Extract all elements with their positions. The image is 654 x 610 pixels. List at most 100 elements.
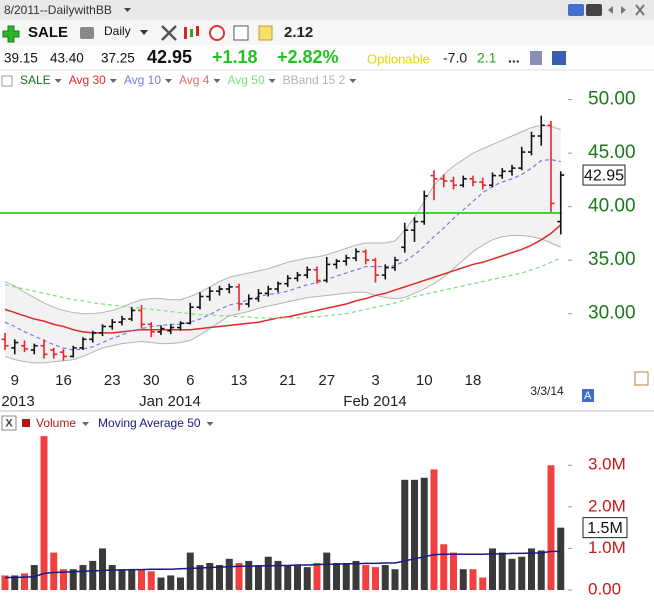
dropdown-arrow[interactable] bbox=[206, 422, 214, 426]
draw-icon[interactable] bbox=[634, 371, 649, 386]
x-tick-label: 18 bbox=[465, 372, 482, 389]
grid-icon[interactable] bbox=[233, 25, 249, 41]
note-icon[interactable] bbox=[258, 25, 273, 41]
close-panel[interactable] bbox=[1, 415, 17, 431]
layout-title[interactable]: 8/2011--DailywithBB bbox=[4, 3, 112, 17]
moving-average bbox=[4, 158, 561, 351]
volume-bar bbox=[430, 469, 438, 590]
quote-bar bbox=[0, 45, 654, 70]
dropdown-arrow[interactable] bbox=[109, 79, 117, 83]
volume-bar bbox=[89, 560, 97, 590]
scale-buttons[interactable]: A L % F bbox=[584, 390, 622, 402]
close-button[interactable] bbox=[635, 4, 645, 16]
volume-bar bbox=[333, 562, 340, 590]
volume-bar bbox=[108, 565, 116, 590]
month-label: 2013 bbox=[1, 393, 34, 410]
alarm-icon[interactable] bbox=[209, 25, 225, 41]
nav-arrows[interactable] bbox=[608, 6, 626, 14]
volume-bar bbox=[128, 569, 136, 590]
panel-menu[interactable] bbox=[1, 75, 13, 87]
legend-entry[interactable]: SALE bbox=[20, 73, 51, 87]
dropdown-arrow[interactable] bbox=[165, 79, 172, 83]
toolbar bbox=[0, 20, 654, 45]
x-tick-label: 27 bbox=[318, 372, 335, 389]
volume-bar bbox=[303, 567, 311, 590]
x-tick-label: 3 bbox=[371, 372, 379, 389]
volume-bar bbox=[99, 548, 106, 590]
dropdown-arrow[interactable] bbox=[82, 422, 90, 426]
volume-bar bbox=[206, 562, 214, 590]
legend-entry[interactable]: Avg 4 bbox=[179, 73, 210, 87]
y-tick-label: 3.0M bbox=[588, 455, 626, 474]
volume-bar bbox=[459, 569, 467, 590]
save-icon[interactable] bbox=[552, 51, 566, 65]
x-tick-label: 6 bbox=[186, 372, 194, 389]
volume-bar bbox=[391, 569, 399, 590]
moving-average bbox=[4, 257, 561, 319]
candle-icon[interactable] bbox=[190, 29, 193, 37]
volume-bar bbox=[489, 548, 496, 590]
volume-bar bbox=[372, 567, 379, 590]
print-icon[interactable] bbox=[80, 27, 94, 39]
month-label: Feb 2014 bbox=[343, 393, 406, 410]
stat: 2.1 bbox=[477, 50, 497, 66]
volume-bar bbox=[508, 558, 516, 590]
legend-entry[interactable]: Moving Average 50 bbox=[98, 416, 201, 430]
volume-bar bbox=[401, 479, 409, 590]
volume-bar bbox=[69, 569, 77, 590]
y-tick-label: 0.00 bbox=[588, 579, 621, 598]
volume-bar bbox=[157, 577, 165, 590]
last-volume-box bbox=[582, 517, 628, 539]
candle-icon[interactable] bbox=[196, 26, 199, 36]
volume-bar bbox=[118, 569, 126, 590]
legend-entry[interactable]: Avg 30 bbox=[69, 73, 106, 87]
x-tick-label: 23 bbox=[104, 372, 121, 389]
bband-lower bbox=[4, 235, 561, 364]
legend-entry[interactable]: Avg 10 bbox=[124, 73, 161, 87]
legend-entry[interactable]: BBand 15 2 bbox=[283, 73, 346, 87]
date-label: 3/3/14 bbox=[530, 384, 564, 398]
add-button[interactable] bbox=[2, 25, 20, 43]
symbol[interactable]: SALE bbox=[28, 24, 68, 41]
quote-open: 39.15 bbox=[4, 51, 38, 66]
tools-icon[interactable] bbox=[161, 25, 177, 41]
dropdown-arrow[interactable] bbox=[124, 8, 131, 12]
scale-a[interactable] bbox=[582, 389, 594, 402]
legend-swatch bbox=[22, 419, 30, 427]
volume-bar bbox=[450, 552, 457, 590]
volume-bar bbox=[225, 558, 233, 590]
dropdown-arrow[interactable] bbox=[140, 30, 148, 35]
x-tick-label: 30 bbox=[143, 372, 160, 389]
close-panel-label[interactable]: X bbox=[5, 417, 13, 429]
volume-bar bbox=[381, 565, 389, 590]
dropdown-arrow[interactable] bbox=[268, 79, 276, 83]
dropdown-arrow[interactable] bbox=[213, 79, 221, 83]
dropdown-arrow[interactable] bbox=[349, 79, 357, 83]
s-button[interactable] bbox=[568, 4, 584, 16]
y-tick-label: 40.00 bbox=[588, 196, 636, 217]
bband-area bbox=[5, 125, 561, 363]
x-tick-label: 10 bbox=[416, 372, 433, 389]
y-tick-label: 30.00 bbox=[588, 303, 636, 324]
volume-bar bbox=[138, 569, 145, 590]
volume-bar bbox=[352, 560, 360, 590]
t-button[interactable] bbox=[586, 4, 602, 16]
volume-bar bbox=[498, 552, 506, 590]
candle-icon[interactable] bbox=[184, 27, 187, 39]
more[interactable]: ... bbox=[508, 50, 520, 66]
y-tick-label: 1.0M bbox=[588, 538, 626, 557]
last-price-box bbox=[582, 164, 626, 186]
interval[interactable]: Daily bbox=[104, 24, 131, 38]
volume-bar bbox=[518, 556, 526, 590]
y-tick-label: 2.0M bbox=[588, 496, 626, 515]
volume-bar bbox=[479, 577, 487, 590]
volume-bar bbox=[313, 562, 321, 590]
dropdown-arrow[interactable] bbox=[54, 79, 62, 83]
volume-bar bbox=[11, 575, 19, 590]
layers-icon[interactable] bbox=[530, 51, 542, 65]
last-volume-label: 1.5M bbox=[587, 520, 623, 537]
legend-entry[interactable]: Avg 50 bbox=[227, 73, 264, 87]
legend-entry[interactable]: Volume bbox=[36, 416, 76, 430]
